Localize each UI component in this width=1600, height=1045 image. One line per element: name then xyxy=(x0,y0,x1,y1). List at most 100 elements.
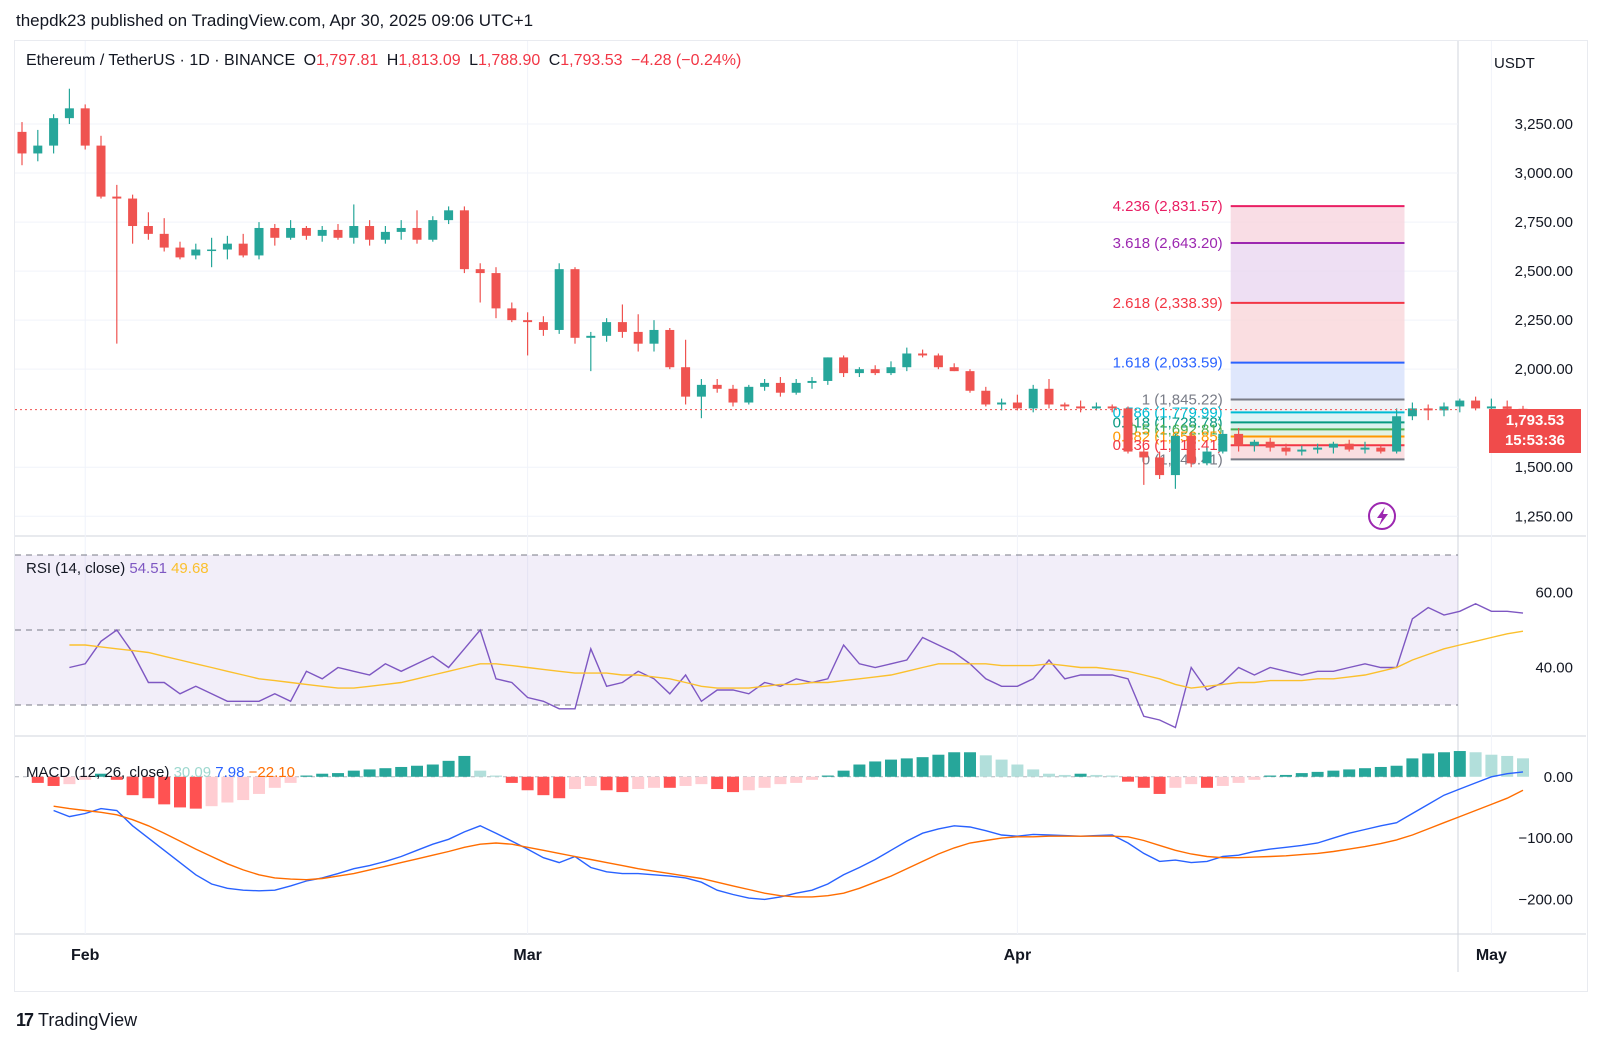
low-value: 1,788.90 xyxy=(477,52,541,69)
candle-body xyxy=(207,249,217,252)
candle-body xyxy=(444,210,454,221)
candle-body xyxy=(1186,435,1196,464)
macd-histogram-bar xyxy=(1469,752,1482,777)
candle-body xyxy=(17,131,27,154)
price-tick-label: 3,250.00 xyxy=(1515,116,1573,133)
footer-brand-text: TradingView xyxy=(38,1010,138,1030)
macd-histogram-bar xyxy=(110,776,123,780)
tradingview-logo-icon: 17 xyxy=(16,1010,34,1030)
candle-body xyxy=(80,108,90,146)
candle-body xyxy=(491,273,501,309)
macd-histogram-bar xyxy=(1106,775,1119,777)
macd-histogram-bar xyxy=(742,776,755,791)
candle-body xyxy=(839,357,849,374)
close-label: C xyxy=(548,52,561,69)
candle-body xyxy=(728,388,738,403)
candle-body xyxy=(854,369,864,374)
price-tick-label: 2,250.00 xyxy=(1515,312,1573,329)
price-tick-label: 1,500.00 xyxy=(1515,459,1573,476)
rsi-tick-label: 40.00 xyxy=(1535,660,1573,677)
candle-body xyxy=(1297,449,1307,452)
fib-zone xyxy=(1230,362,1405,400)
macd-histogram-bar xyxy=(1090,774,1103,777)
candle-body xyxy=(918,353,928,356)
macd-histogram-bar xyxy=(474,770,487,777)
macd-histogram-bar xyxy=(616,776,629,793)
macd-histogram-bar xyxy=(727,776,739,793)
macd-histogram-bar xyxy=(379,768,392,777)
candle-body xyxy=(997,402,1007,405)
macd-legend[interactable]: MACD (12, 26, close) 30.09 7.98 −22.10 xyxy=(26,764,295,781)
currency-label[interactable]: USDT xyxy=(1494,55,1535,72)
candle-body xyxy=(1328,443,1338,448)
price-tick-label: 1,250.00 xyxy=(1515,508,1573,525)
macd-histogram-bar xyxy=(300,775,313,777)
candle-body xyxy=(1202,451,1212,464)
macd-histogram-bar xyxy=(521,776,534,791)
candle-body xyxy=(523,320,533,323)
rsi-line xyxy=(69,603,1524,729)
candle-body xyxy=(570,269,580,338)
candle-body xyxy=(270,227,280,238)
candle-body xyxy=(1265,441,1275,448)
macd-histogram-bar xyxy=(948,752,961,777)
footer-brand[interactable]: 17 TradingView xyxy=(16,1010,137,1031)
chart-frame xyxy=(14,40,1588,992)
macd-histogram-bar xyxy=(237,776,250,801)
candle-body xyxy=(1060,404,1070,407)
macd-histogram-bar xyxy=(490,775,502,777)
macd-histogram-bar xyxy=(411,765,423,777)
fib-level-label: 0.5 (1,692.81) xyxy=(1129,421,1222,438)
symbol-label[interactable]: Ethereum / TetherUS · 1D · BINANCE xyxy=(26,52,296,69)
candle-body xyxy=(143,226,153,234)
last-price-badge: 1,793.53 15:53:36 xyxy=(1489,409,1581,453)
candle-body xyxy=(965,371,975,391)
candle-body xyxy=(301,227,311,236)
macd-histogram-bar xyxy=(821,775,834,777)
fib-zone xyxy=(1230,422,1405,430)
candle-body xyxy=(365,226,375,240)
macd-histogram-bar xyxy=(932,754,945,777)
macd-histogram-bar xyxy=(553,776,566,799)
rsi-value: 54.51 xyxy=(129,560,167,577)
macd-histogram-bar xyxy=(1264,775,1277,777)
macd-histogram-bar xyxy=(1501,755,1514,777)
close-value: 1,793.53 xyxy=(560,52,623,69)
macd-histogram-bar xyxy=(569,776,581,790)
fib-zone xyxy=(1230,243,1405,303)
macd-histogram-bar xyxy=(189,776,202,809)
candle-body xyxy=(1439,406,1449,411)
macd-histogram-bar xyxy=(505,776,518,783)
price-tick-label: 3,000.00 xyxy=(1515,165,1573,182)
candle-body xyxy=(1407,408,1417,417)
macd-histogram-bar xyxy=(584,776,597,786)
lightning-icon xyxy=(1368,502,1396,530)
macd-histogram-bar xyxy=(1248,776,1261,780)
high-value: 1,813.09 xyxy=(398,52,461,69)
x-tick-label: Feb xyxy=(71,947,100,964)
candle-body xyxy=(475,269,485,274)
x-tick-label: Apr xyxy=(1004,947,1032,964)
fib-zone xyxy=(1230,412,1405,423)
macd-histogram-bar xyxy=(63,776,76,785)
macd-histogram-bar xyxy=(632,776,645,790)
macd-tick-label: −200.00 xyxy=(1518,891,1573,908)
change-value: −4.28 (−0.24%) xyxy=(631,52,742,69)
candle-body xyxy=(1076,406,1086,409)
macd-histogram-bar xyxy=(426,764,439,777)
fib-zone xyxy=(1230,429,1405,437)
macd-histogram-bar xyxy=(1185,776,1198,785)
candle-body xyxy=(1423,408,1433,411)
candle-body xyxy=(1281,447,1291,452)
macd-histogram-bar xyxy=(1011,764,1024,777)
macd-histogram-bar xyxy=(1216,776,1229,786)
macd-histogram-bar xyxy=(1390,765,1403,777)
macd-tick-label: 0.00 xyxy=(1544,769,1573,786)
candle-body xyxy=(791,382,801,393)
rsi-legend[interactable]: RSI (14, close) 54.51 49.68 xyxy=(26,560,209,577)
candle-body xyxy=(981,390,991,405)
macd-histogram-bar xyxy=(916,757,929,777)
macd-histogram-bar xyxy=(1343,769,1356,777)
macd-histogram-bar xyxy=(1153,776,1166,794)
